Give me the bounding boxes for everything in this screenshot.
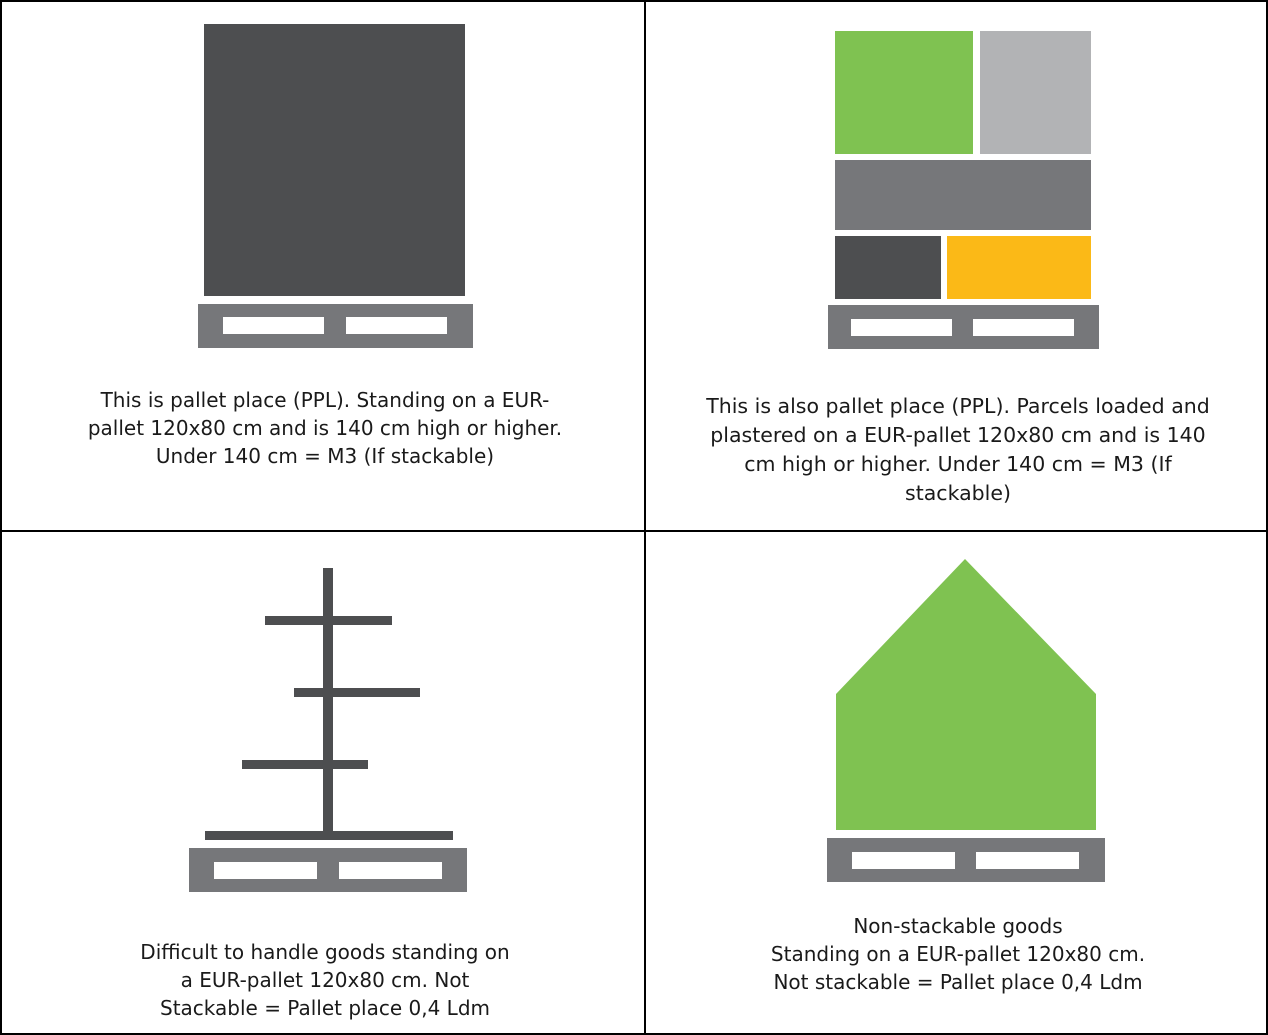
non-stackable-goods-on-pallet-icon [827,559,1105,882]
cell-pallet-place: This is pallet place (PPL). Standing on … [0,0,646,532]
goods-base-beam [205,831,453,840]
cell-parcels-pallet-place: This is also pallet place (PPL). Parcels… [644,0,1268,532]
pallet-slot-left [851,319,952,336]
goods-arm-top [265,616,392,625]
solid-load-block [204,24,465,296]
parcels-on-pallet-icon [828,31,1099,349]
goods-arm-lower [242,760,368,769]
caption-parcels-pallet-place: This is also pallet place (PPL). Parcels… [706,394,1210,505]
parcel-light-gray [980,31,1091,154]
pallet-slot-left [852,852,955,869]
parcel-dark-gray [835,236,941,299]
parcel-mid-gray [835,160,1091,230]
goods-arm-middle [294,688,420,697]
cell-difficult-goods: Difficult to handle goods standing on a … [0,530,646,1035]
caption-non-stackable: Non-stackable goods Standing on a EUR-pa… [770,914,1146,994]
caption-difficult-goods: Difficult to handle goods standing on a … [140,940,510,1020]
pallet-slot-left [223,317,324,334]
solid-load-on-pallet-icon [198,24,473,348]
parcel-green [835,31,973,154]
pallet-slot-right [973,319,1074,336]
pallet-slot-left [214,862,317,879]
pallet-slot-right [346,317,447,334]
parcel-yellow [947,236,1091,299]
pallet-slot-right [339,862,442,879]
caption-pallet-place: This is pallet place (PPL). Standing on … [87,388,563,468]
non-stackable-peaked-goods [836,559,1096,830]
pallet-slot-right [976,852,1079,869]
goods-post [323,568,333,832]
irregular-goods-on-pallet-icon [189,568,467,892]
cell-non-stackable: Non-stackable goods Standing on a EUR-pa… [644,530,1268,1035]
